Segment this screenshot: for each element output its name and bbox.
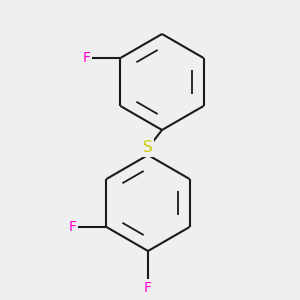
Text: S: S: [143, 140, 153, 155]
Text: F: F: [144, 281, 152, 295]
Text: F: F: [82, 51, 90, 65]
Text: F: F: [68, 220, 76, 234]
